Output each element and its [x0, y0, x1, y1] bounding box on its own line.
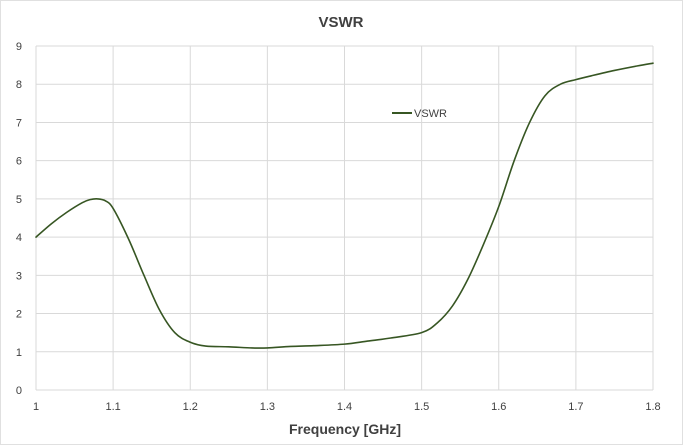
y-tick-label: 6 — [16, 156, 22, 168]
x-tick-label: 1.7 — [568, 401, 583, 413]
x-tick-label: 1.3 — [260, 401, 275, 413]
chart-title: VSWR — [319, 14, 364, 31]
x-tick-label: 1.6 — [491, 401, 506, 413]
x-axis-title: Frequency [GHz] — [289, 421, 401, 437]
x-tick-label: 1.4 — [337, 401, 352, 413]
y-tick-label: 4 — [16, 232, 22, 244]
series-layer — [35, 62, 654, 349]
y-tick-label: 1 — [16, 347, 22, 359]
y-tick-label: 2 — [16, 309, 22, 321]
x-tick-label: 1.8 — [645, 401, 660, 413]
series-line-vswr — [35, 62, 654, 349]
y-tick-label: 0 — [16, 385, 22, 397]
x-tick-label: 1.2 — [183, 401, 198, 413]
y-tick-label: 8 — [16, 79, 22, 91]
legend: VSWR — [392, 108, 447, 120]
y-tick-label: 9 — [16, 41, 22, 53]
y-tick-label: 3 — [16, 270, 22, 282]
grid-layer — [35, 45, 654, 391]
x-tick-label: 1 — [33, 401, 39, 413]
y-tick-label: 5 — [16, 194, 22, 206]
x-tick-label: 1.1 — [105, 401, 120, 413]
y-tick-label: 7 — [16, 117, 22, 129]
legend-label: VSWR — [414, 108, 447, 120]
x-tick-label: 1.5 — [414, 401, 429, 413]
